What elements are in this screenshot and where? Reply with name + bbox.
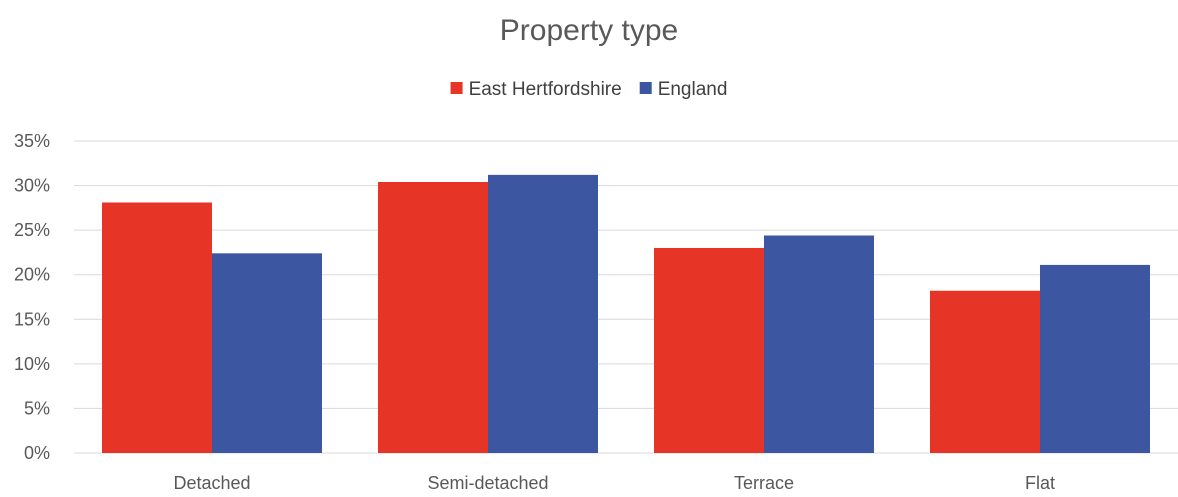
x-tick-label: Semi-detached [427, 473, 548, 493]
y-tick-label: 35% [14, 131, 50, 151]
legend: East Hertfordshire England [450, 79, 728, 100]
y-tick-label: 25% [14, 220, 50, 240]
x-axis: Detached Semi-detached Terrace Flat [173, 473, 1055, 493]
x-tick-label: Detached [173, 473, 250, 493]
y-axis: 0% 5% 10% 15% 20% 25% 30% 35% [14, 131, 50, 463]
legend-swatch [639, 82, 652, 94]
legend-label: England [658, 79, 728, 100]
x-tick-label: Flat [1025, 473, 1055, 493]
bar-england-semi-detached [488, 174, 598, 454]
y-tick-label: 15% [14, 309, 50, 329]
x-tick-label: Terrace [734, 473, 794, 493]
bar-east-hertfordshire-detached [102, 202, 212, 453]
chart-title: Property type [500, 14, 678, 47]
bar-east-hertfordshire-terrace [654, 247, 764, 453]
y-tick-label: 20% [14, 265, 50, 285]
y-tick-label: 30% [14, 176, 50, 196]
bar-east-hertfordshire-flat [930, 290, 1040, 453]
bar-england-detached [212, 253, 322, 453]
bar-england-terrace [764, 235, 874, 453]
y-tick-label: 5% [24, 398, 50, 418]
legend-label: East Hertfordshire [469, 79, 622, 100]
y-tick-label: 10% [14, 354, 50, 374]
bars [102, 174, 1150, 454]
legend-item: East Hertfordshire [450, 79, 622, 100]
legend-swatch [450, 82, 463, 94]
bar-england-flat [1040, 264, 1150, 453]
legend-item: England [639, 79, 728, 100]
y-tick-label: 0% [24, 443, 50, 463]
bar-east-hertfordshire-semi-detached [378, 182, 488, 453]
